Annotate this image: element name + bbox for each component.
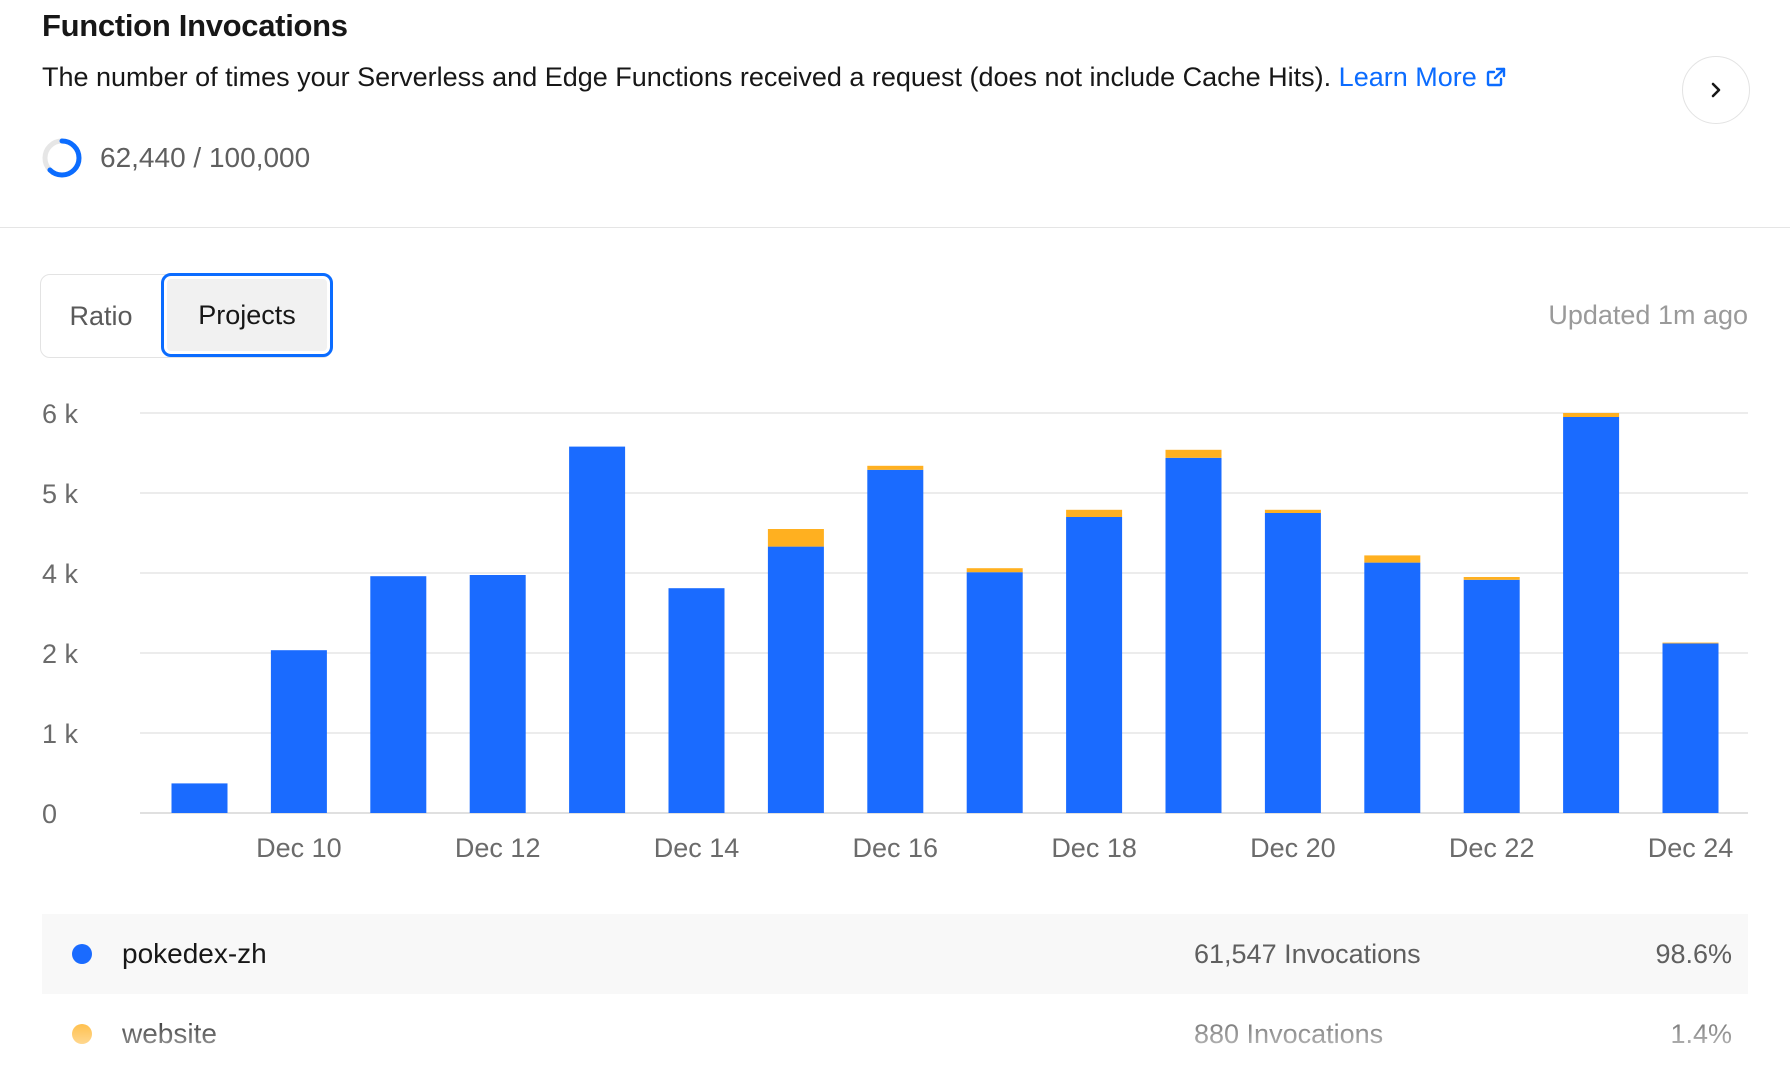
bar-pokedex-zh (867, 469, 924, 813)
bar-website (767, 529, 824, 547)
y-tick-label: 6 k (42, 399, 79, 429)
x-tick-label: Dec 20 (1250, 833, 1336, 863)
y-tick-label: 2 k (42, 639, 79, 669)
chevron-right-icon (1711, 82, 1721, 98)
bar-pokedex-zh (1563, 417, 1620, 813)
progress-ring-icon (42, 138, 82, 178)
bar-website (1662, 642, 1719, 644)
bar-website (1463, 577, 1520, 580)
legend-row-website[interactable]: website 880 Invocations 1.4% (42, 994, 1748, 1074)
bar-website (966, 568, 1023, 573)
usage-summary: 62,440 / 100,000 (40, 136, 310, 180)
x-tick-label: Dec 14 (654, 833, 740, 863)
bar-pokedex-zh (1364, 562, 1421, 813)
section-description: The number of times your Serverless and … (42, 62, 1507, 93)
x-tick-label: Dec 22 (1449, 833, 1535, 863)
project-invocations: 880 Invocations (1194, 1018, 1384, 1049)
external-link-icon (1486, 67, 1505, 87)
bar-pokedex-zh (1264, 513, 1321, 813)
bar-pokedex-zh (171, 783, 228, 813)
x-tick-label: Dec 10 (256, 833, 342, 863)
description-text: The number of times your Serverless and … (42, 62, 1332, 92)
bar-pokedex-zh (270, 650, 327, 813)
x-tick-label: Dec 18 (1051, 833, 1137, 863)
bar-website (1563, 413, 1620, 417)
next-button[interactable] (1682, 56, 1750, 124)
bar-pokedex-zh (469, 575, 526, 813)
bar-pokedex-zh (1662, 643, 1719, 813)
bar-pokedex-zh (1066, 517, 1123, 813)
project-invocations: 61,547 Invocations (1194, 938, 1421, 969)
project-percent: 98.6% (1655, 938, 1732, 969)
learn-more-link[interactable]: Learn More (1339, 62, 1507, 92)
section-header: Function Invocations The number of times… (0, 0, 1790, 228)
bar-pokedex-zh (370, 576, 427, 813)
tab-ratio[interactable]: Ratio (69, 300, 133, 331)
y-tick-label: 5 k (42, 479, 79, 509)
bar-pokedex-zh (1165, 457, 1222, 813)
x-tick-label: Dec 24 (1648, 833, 1734, 863)
y-tick-label: 1 k (42, 719, 79, 749)
bar-website (867, 465, 924, 470)
bar-pokedex-zh (767, 546, 824, 813)
bar-website (1364, 555, 1421, 563)
project-percent: 1.4% (1670, 1018, 1732, 1049)
bar-website (1066, 509, 1123, 517)
usage-count: 62,440 / 100,000 (100, 142, 311, 173)
legend-row-pokedex-zh[interactable]: pokedex-zh 61,547 Invocations 98.6% (42, 914, 1748, 994)
y-tick-label: 0 (42, 799, 57, 829)
project-name: pokedex-zh (122, 938, 267, 969)
view-toggle: Ratio Projects (40, 273, 333, 358)
y-tick-label: 4 k (42, 559, 79, 589)
learn-more-label: Learn More (1338, 62, 1477, 92)
x-tick-label: Dec 16 (853, 833, 939, 863)
series-color-dot (72, 1024, 92, 1044)
x-tick-label: Dec 12 (455, 833, 541, 863)
bar-website (1264, 509, 1321, 513)
bar-pokedex-zh (668, 588, 725, 813)
bar-pokedex-zh (1463, 579, 1520, 813)
series-color-dot (72, 944, 92, 964)
invocations-chart: 0 1 k 2 k 4 k 5 k 6 k Dec 10 Dec 12 Dec 14 Dec 16… (42, 399, 1748, 863)
bar-website (1165, 449, 1222, 458)
project-name: website (122, 1018, 217, 1049)
bar-pokedex-zh (966, 572, 1023, 813)
section-title: Function Invocations (42, 8, 348, 43)
tab-projects[interactable]: Projects (161, 273, 333, 357)
updated-timestamp: Updated 1m ago (1548, 300, 1748, 330)
bar-pokedex-zh (569, 446, 626, 813)
